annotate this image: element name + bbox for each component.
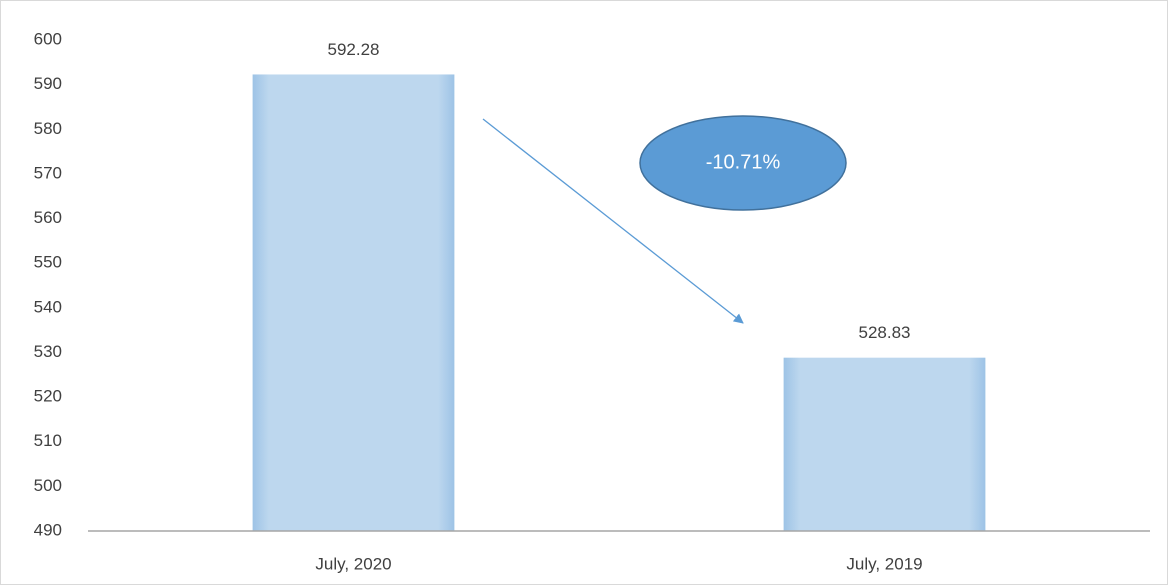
x-tick-label: July, 2020 (315, 554, 391, 573)
y-tick-label: 500 (34, 476, 62, 495)
annotation: -10.71% (706, 151, 781, 173)
y-tick-label: 510 (34, 431, 62, 450)
y-tick-label: 550 (34, 253, 62, 272)
data-label: 528.83 (859, 323, 911, 342)
y-tick-label: 490 (34, 520, 62, 539)
y-tick-label: 600 (34, 29, 62, 48)
y-tick-label: 580 (34, 119, 62, 138)
data-label: 592.28 (328, 40, 380, 59)
y-tick-label: 570 (34, 163, 62, 182)
y-tick-label: 540 (34, 297, 62, 316)
bar (783, 357, 986, 531)
y-tick-label: 520 (34, 387, 62, 406)
y-tick-label: 590 (34, 74, 62, 93)
trend-arrow (482, 118, 744, 324)
x-tick-label: July, 2019 (846, 554, 922, 573)
bar (252, 74, 455, 531)
y-tick-label: 530 (34, 342, 62, 361)
annotation-bubble (639, 115, 847, 211)
y-tick-label: 560 (34, 208, 62, 227)
